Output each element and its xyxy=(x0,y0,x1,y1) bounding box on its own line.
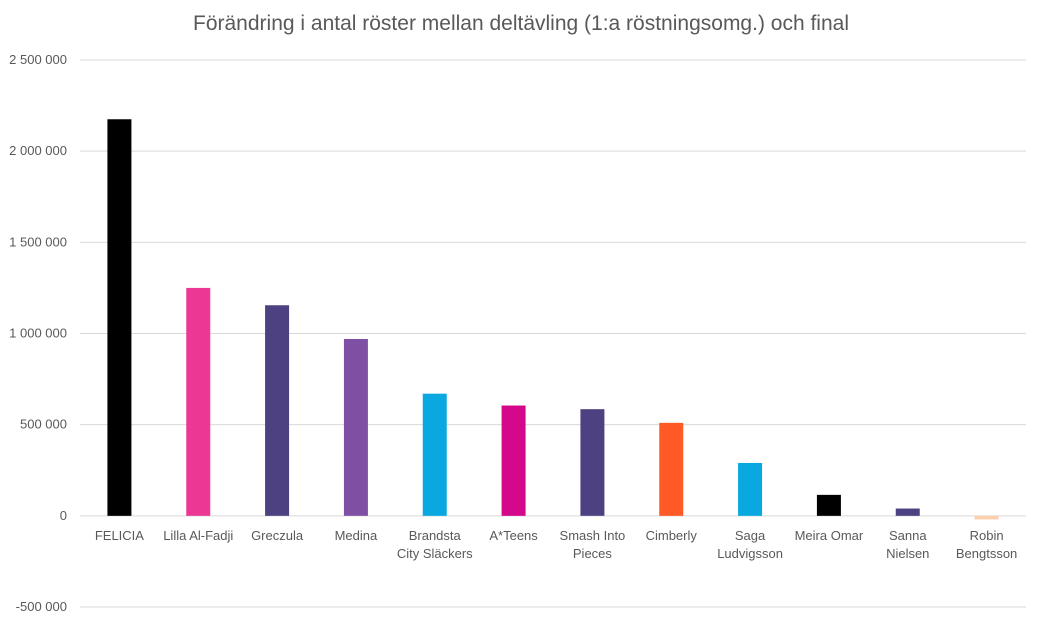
y-tick-label: 2 500 000 xyxy=(9,52,67,67)
category-label: Brandsta xyxy=(409,528,462,543)
bar xyxy=(422,393,447,516)
bar xyxy=(816,494,841,516)
category-label: City Släckers xyxy=(397,546,473,561)
category-label: Lilla Al-Fadji xyxy=(163,528,233,543)
category-label: FELICIA xyxy=(95,528,144,543)
y-tick-label: -500 000 xyxy=(16,599,67,614)
category-label: Pieces xyxy=(573,546,613,561)
bar xyxy=(895,508,920,516)
category-label: Smash Into xyxy=(560,528,626,543)
category-label: Nielsen xyxy=(886,546,929,561)
bar xyxy=(186,287,211,516)
category-label: Cimberly xyxy=(646,528,698,543)
category-label: Bengtsson xyxy=(956,546,1017,561)
bar xyxy=(265,305,290,516)
bar xyxy=(580,409,605,516)
bars xyxy=(107,119,999,520)
category-label: Sanna xyxy=(889,528,927,543)
bar xyxy=(107,119,132,516)
category-label: Greczula xyxy=(251,528,304,543)
category-label: A*Teens xyxy=(489,528,538,543)
bar xyxy=(974,515,999,520)
bar xyxy=(501,405,526,516)
chart-title: Förändring i antal röster mellan deltävl… xyxy=(193,12,849,35)
category-label: Saga xyxy=(735,528,766,543)
y-axis-tick-labels: -500 000 0 500 000 1 000 000 1 500 000 2 000 … xyxy=(9,52,67,614)
y-tick-label: 500 000 xyxy=(20,417,67,432)
bar xyxy=(343,338,368,516)
y-tick-label: 0 xyxy=(60,508,67,523)
category-label: Robin xyxy=(970,528,1004,543)
category-label: Meira Omar xyxy=(795,528,864,543)
category-label: Ludvigsson xyxy=(717,546,783,561)
category-label: Medina xyxy=(335,528,378,543)
bar xyxy=(738,462,763,516)
bar xyxy=(659,422,684,516)
y-tick-label: 1 000 000 xyxy=(9,326,67,341)
y-tick-label: 1 500 000 xyxy=(9,234,67,249)
y-tick-label: 2 000 000 xyxy=(9,143,67,158)
category-labels: FELICIA Lilla Al-Fadji Greczula Medina Brand… xyxy=(95,528,1017,561)
gridlines xyxy=(80,59,1026,608)
